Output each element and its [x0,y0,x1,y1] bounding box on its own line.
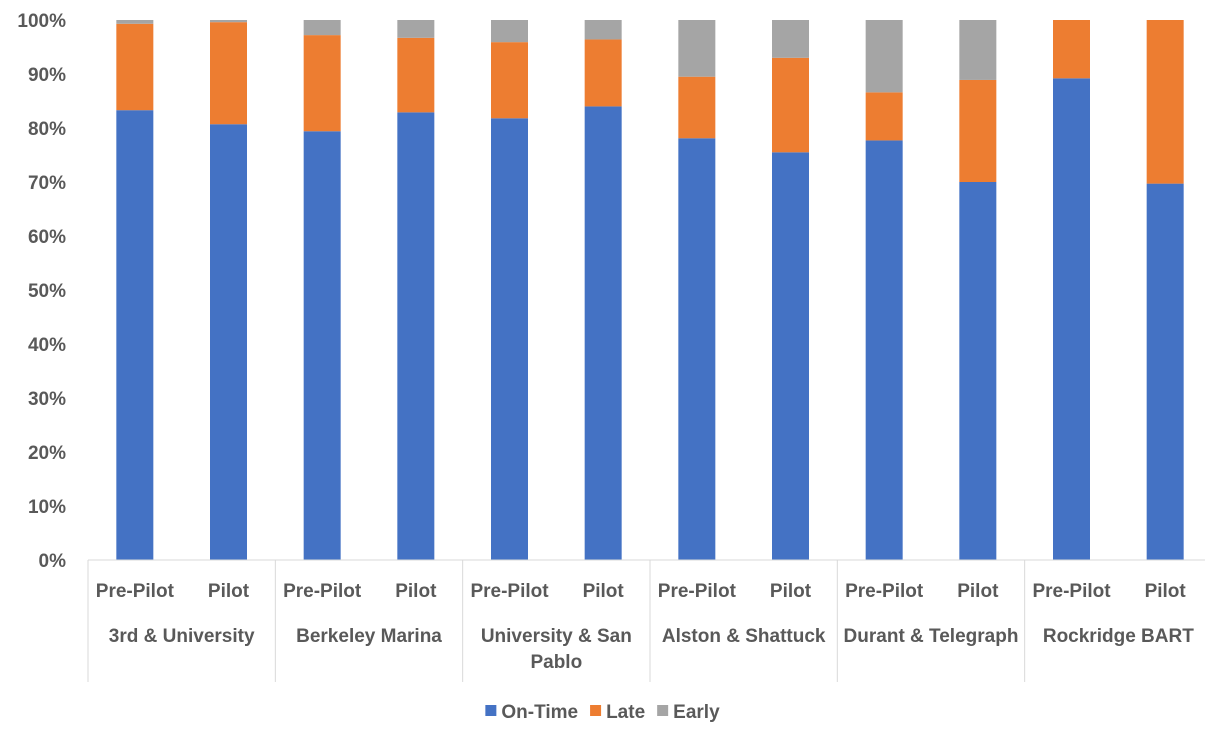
bar-segment [491,42,528,119]
bar-segment [1146,20,1184,184]
x-tick-label: Pilot [770,581,812,602]
bar-segment [678,20,716,77]
bar-segment [772,57,809,153]
bar-segment [959,20,997,80]
y-tick-label: 80% [28,119,66,140]
bar-segment [210,124,247,560]
bar-segment [116,20,154,24]
bar-segment [1053,20,1090,79]
x-tick-label: Pilot [583,581,625,602]
bar-segment [772,20,809,58]
bar-segment [584,39,622,107]
bar-segment [303,131,341,561]
bar-segment [116,23,154,111]
x-group-label: University & San Pablo [481,626,632,673]
legend-label: Late [606,702,645,723]
y-tick-label: 50% [28,281,66,302]
y-tick-label: 60% [28,227,66,248]
bar-segment [1146,183,1184,560]
x-axis: Pre-Pilot Pilot Pre-Pilot Pilot Pre-Pilot Pil… [87,559,1205,682]
bar-segment [303,35,341,132]
y-tick-label: 90% [28,65,66,86]
bar-segment [210,22,247,125]
bar-segment [678,76,716,139]
bar-segment [959,182,997,560]
x-tick-label: Pilot [395,581,437,602]
x-group-label: Rockridge BART [1043,626,1194,647]
legend-label: Early [673,702,720,723]
x-group-label: Berkeley Marina [296,626,442,647]
x-tick-label: Pilot [1145,581,1187,602]
x-tick-label: Pre-Pilot [96,581,175,602]
y-tick-label: 0% [39,551,67,572]
bar-segment [865,140,903,561]
x-tick-label: Pre-Pilot [658,581,737,602]
legend: On-Time Late Early [485,702,720,723]
bar-segment [959,79,997,182]
legend-label: On-Time [501,702,578,723]
legend-swatch [485,705,497,716]
bar-segment [1053,78,1090,560]
y-tick-label: 10% [28,497,66,518]
x-tick-label: Pre-Pilot [283,581,362,602]
x-tick-label: Pre-Pilot [1032,581,1111,602]
bar-segment [303,20,341,36]
bar-segment [397,20,435,38]
bar-segment [772,152,809,561]
x-group-label: Alston & Shattuck [662,626,826,647]
bar-segment [678,138,716,560]
bar-segment [397,37,435,113]
x-tick-label: Pilot [957,581,999,602]
y-tick-label: 20% [28,443,66,464]
bar-segment [116,110,154,561]
x-group-label: Durant & Telegraph [844,626,1019,647]
bar-segment [584,20,622,40]
bar-segment [491,20,528,43]
x-tick-label: Pre-Pilot [470,581,549,602]
bar-segment [865,92,903,141]
y-axis: 0% 10% 20% 30% 40% 50% 60% 70% 80% 90% 100% [17,11,66,572]
legend-swatch [590,705,602,716]
y-tick-label: 40% [28,335,66,356]
x-tick-label: Pre-Pilot [845,581,924,602]
y-tick-label: 30% [28,389,66,410]
bar-segment [865,20,903,93]
y-tick-label: 100% [17,11,66,32]
bar-segment [397,112,435,560]
bar-segment [491,118,528,560]
bar-segment [584,106,622,561]
y-tick-label: 70% [28,173,66,194]
x-group-label: 3rd & University [109,626,255,647]
legend-swatch [657,705,669,716]
bar-segment [210,20,247,23]
bars [116,20,1184,561]
x-tick-label: Pilot [208,581,250,602]
